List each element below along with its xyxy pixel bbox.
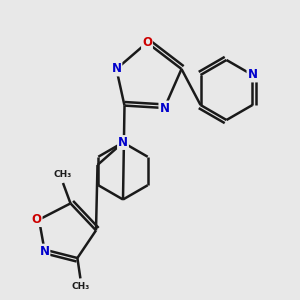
Text: N: N	[248, 68, 257, 82]
Text: CH₃: CH₃	[71, 282, 89, 291]
Text: CH₃: CH₃	[54, 170, 72, 179]
Text: N: N	[118, 136, 128, 149]
Text: N: N	[159, 101, 170, 115]
Text: N: N	[39, 244, 50, 258]
Text: O: O	[142, 36, 152, 49]
Text: N: N	[111, 62, 122, 76]
Text: O: O	[32, 213, 42, 226]
